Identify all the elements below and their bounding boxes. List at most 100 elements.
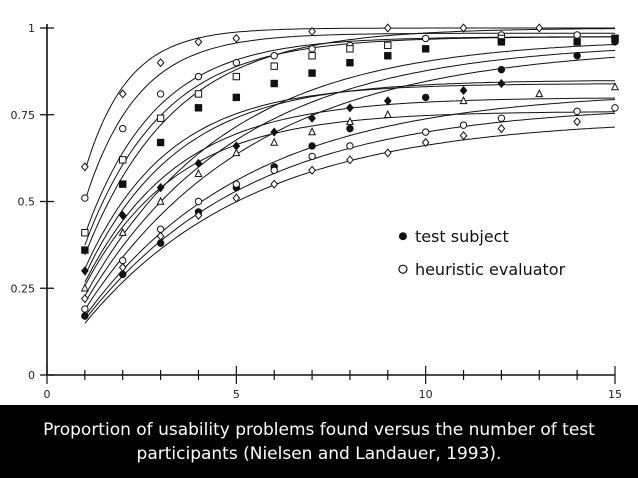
- data-point: [346, 142, 354, 150]
- data-point: [308, 52, 316, 60]
- data-point: [81, 266, 89, 276]
- data-point: [194, 104, 203, 112]
- data-point: [421, 34, 430, 43]
- data-point: [459, 130, 468, 141]
- data-point: [346, 59, 354, 67]
- data-point: [194, 158, 203, 168]
- data-point: [346, 45, 354, 53]
- data-point: [308, 113, 316, 123]
- data-point: [497, 124, 506, 134]
- fit-curve: [84, 44, 616, 297]
- data-point: [308, 165, 316, 175]
- data-point: [80, 283, 89, 292]
- fit-curve: [84, 32, 615, 202]
- data-point: [421, 128, 430, 136]
- legend-label-heuristic-evaluator: heuristic evaluator: [415, 260, 566, 279]
- data-point: [194, 37, 203, 47]
- data-point: [308, 45, 316, 53]
- data-point: [270, 166, 278, 174]
- data-point: [308, 26, 316, 37]
- data-point: [611, 38, 619, 46]
- data-point: [194, 197, 203, 206]
- x-tick-label: 0: [44, 388, 51, 401]
- data-point: [232, 33, 241, 43]
- data-point: [421, 137, 430, 148]
- legend-marker-heuristic-evaluator: [398, 264, 408, 274]
- y-tick-label: 0.25: [11, 282, 36, 295]
- data-point: [459, 121, 468, 129]
- data-point: [81, 162, 89, 172]
- data-point: [308, 152, 316, 161]
- data-point: [232, 72, 241, 81]
- data-point: [81, 194, 89, 202]
- chart-figure: 0 0.25 0.5 0.75 1 0 5 10 15 test subject heurist…: [0, 0, 638, 405]
- data-point: [232, 148, 241, 157]
- data-point: [156, 114, 165, 122]
- fit-curve: [84, 28, 615, 256]
- data-point: [308, 142, 316, 150]
- data-point: [497, 65, 506, 74]
- figure-caption: Proportion of usability problems found v…: [43, 419, 595, 464]
- data-point: [459, 85, 468, 96]
- data-point: [384, 52, 392, 60]
- data-point: [118, 227, 127, 236]
- data-point: [497, 114, 506, 122]
- data-point: [270, 127, 279, 137]
- data-point: [81, 294, 89, 304]
- data-point: [232, 93, 241, 102]
- fit-curve: [84, 49, 616, 303]
- fit-curve: [84, 99, 616, 317]
- data-point: [421, 45, 430, 53]
- data-point: [573, 117, 581, 127]
- y-tick-label: 0.75: [11, 109, 36, 122]
- data-point: [118, 262, 127, 273]
- data-point: [119, 180, 127, 188]
- data-point: [459, 23, 468, 33]
- data-point: [81, 312, 89, 320]
- data-point: [81, 246, 89, 254]
- fit-curve: [84, 36, 615, 246]
- data-point: [421, 93, 430, 102]
- data-point: [156, 231, 165, 241]
- fit-curve: [84, 56, 616, 310]
- data-point: [308, 69, 316, 77]
- data-point: [119, 270, 127, 279]
- data-point: [384, 41, 392, 50]
- data-point: [118, 210, 127, 220]
- data-point: [573, 107, 581, 115]
- x-tick-label: 15: [608, 388, 622, 401]
- data-point: [156, 138, 165, 147]
- data-point: [535, 23, 544, 33]
- data-point: [194, 72, 203, 81]
- legend-marker-test-subject: [398, 232, 407, 241]
- data-point: [383, 23, 392, 33]
- data-point: [308, 127, 317, 136]
- data-point: [270, 137, 279, 146]
- data-point: [119, 256, 127, 265]
- data-point: [118, 89, 127, 99]
- data-point: [346, 124, 354, 133]
- data-point: [383, 148, 392, 158]
- data-point: [156, 239, 165, 247]
- data-point: [611, 104, 619, 112]
- data-point: [156, 183, 165, 193]
- data-point: [383, 96, 392, 106]
- data-point: [459, 96, 468, 105]
- legend: test subject heuristic evaluator: [398, 227, 566, 279]
- data-point: [119, 124, 127, 133]
- caption-bar: Proportion of usability problems found v…: [0, 405, 638, 478]
- data-point: [232, 59, 241, 67]
- data-point: [270, 179, 279, 189]
- data-point: [232, 180, 241, 188]
- y-tick-label: 0: [28, 369, 35, 382]
- data-point: [573, 52, 581, 60]
- data-point: [156, 225, 165, 233]
- data-point: [194, 210, 203, 220]
- data-point: [156, 90, 165, 98]
- data-point: [194, 90, 203, 98]
- data-point: [573, 31, 581, 39]
- data-points: [80, 23, 620, 320]
- data-point: [270, 62, 278, 70]
- data-point: [156, 196, 165, 205]
